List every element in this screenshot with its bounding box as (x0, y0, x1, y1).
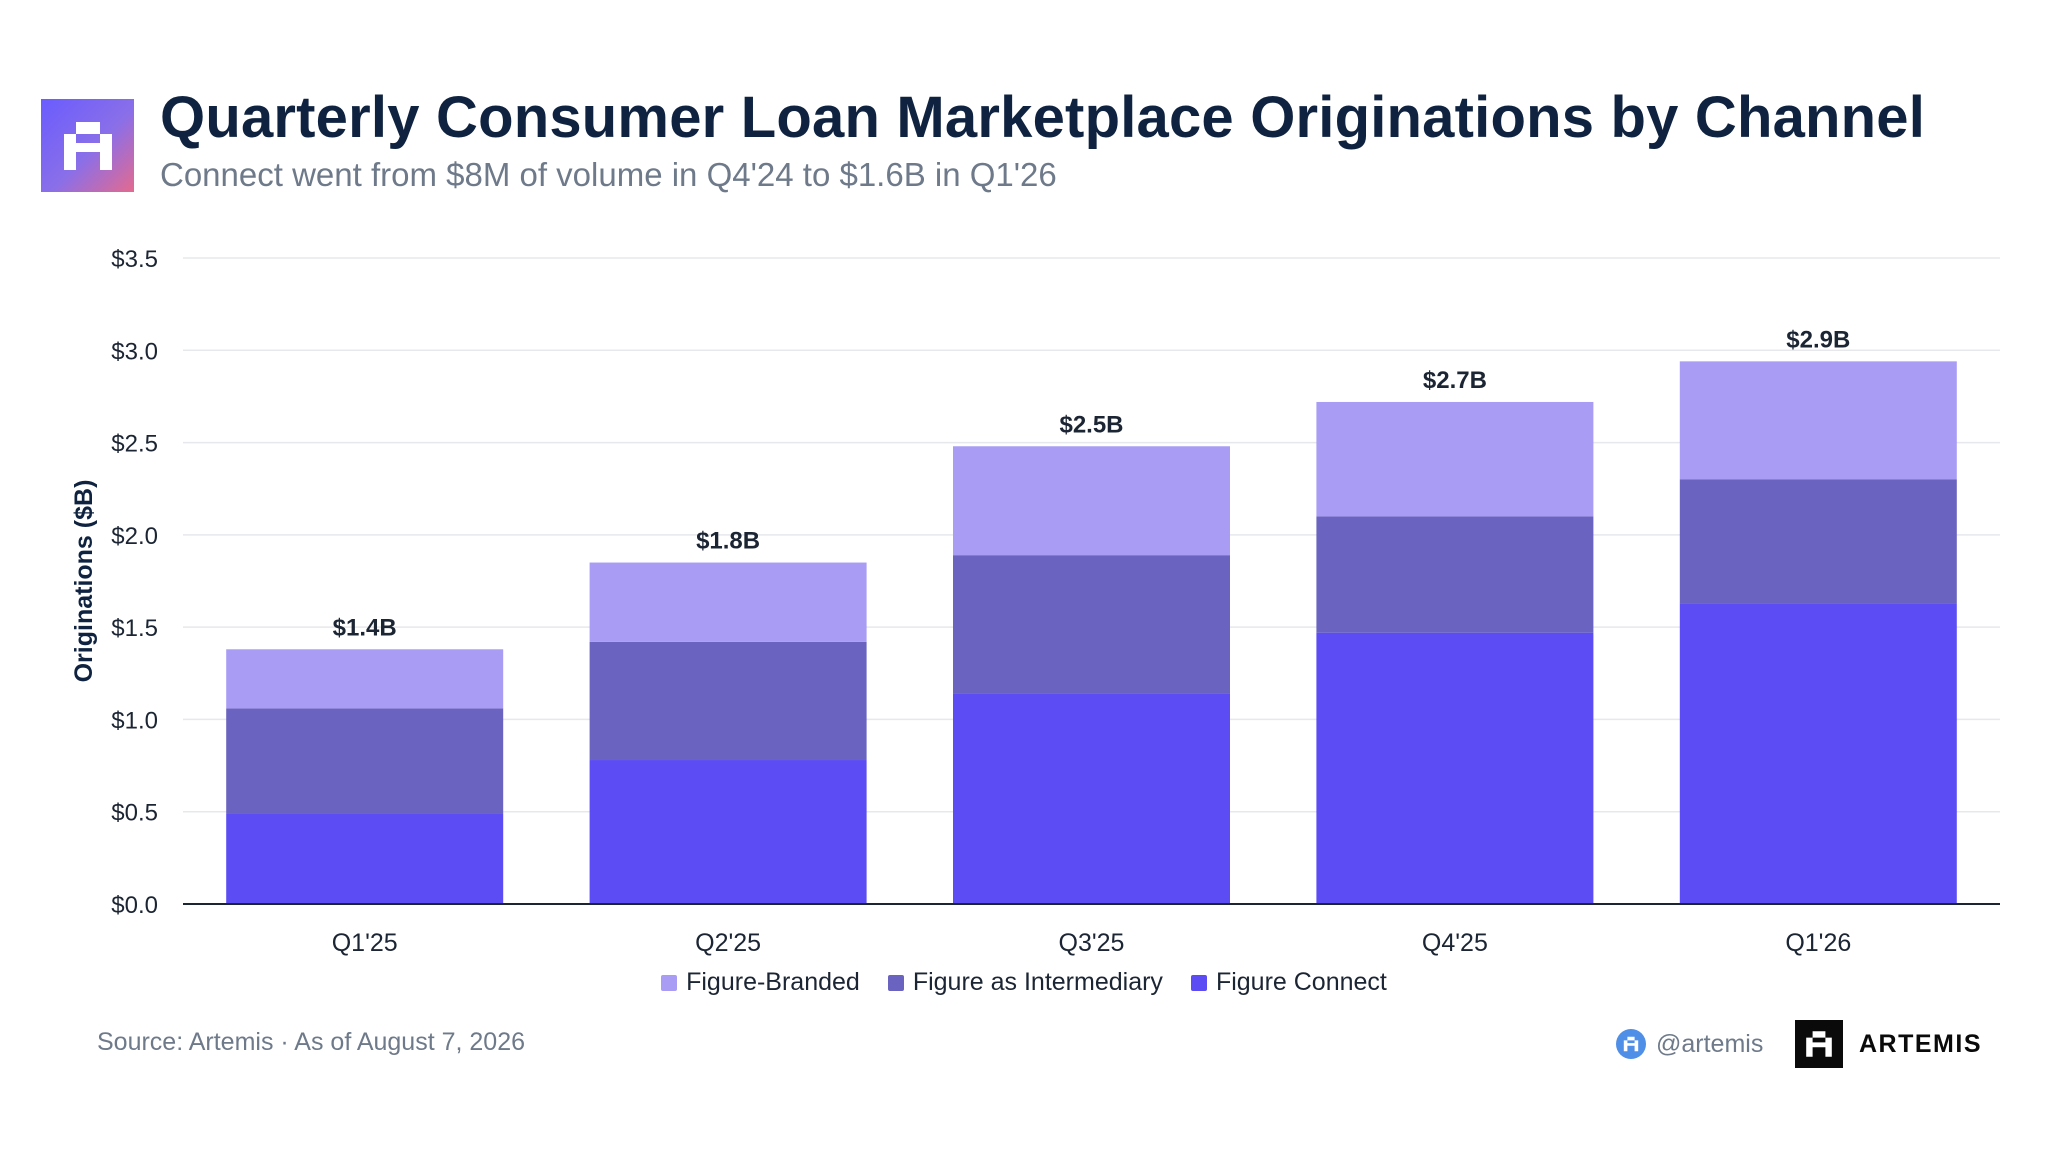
legend: Figure-Branded Figure as Intermediary Figu… (0, 968, 2048, 997)
bar-segment (1316, 632, 1594, 904)
bar-total-label: $2.9B (1786, 326, 1850, 353)
bar-segment (226, 649, 504, 709)
bar-total-label: $2.5B (1059, 411, 1123, 438)
bar-segment (1316, 516, 1594, 633)
chart-title: Quarterly Consumer Loan Marketplace Orig… (160, 85, 1926, 150)
legend-item: Figure-Branded (661, 968, 860, 997)
x-tick-label: Q2'25 (695, 929, 761, 957)
x-tick-label: Q1'26 (1785, 929, 1851, 957)
bar-segment (226, 708, 504, 814)
bar-segment (1679, 603, 1957, 904)
y-tick-label: $1.5 (111, 615, 158, 642)
artemis-mark-icon (1795, 1020, 1843, 1068)
y-tick-label: $0.0 (111, 892, 158, 919)
x-tick-label: Q1'25 (332, 929, 398, 957)
legend-label: Figure as Intermediary (912, 968, 1163, 996)
source-note: Source: Artemis · As of August 7, 2026 (97, 1028, 526, 1056)
bar-total-label: $1.8B (696, 528, 760, 555)
y-tick-label: $0.5 (111, 800, 158, 827)
bar-total-label: $2.7B (1423, 367, 1487, 394)
legend-swatch (1190, 974, 1207, 991)
bar-segment (589, 641, 867, 761)
handle-text: @artemis (1656, 1029, 1764, 1058)
bar-segment (226, 813, 504, 904)
bar-segment (953, 693, 1230, 904)
artemis-circle-icon (1616, 1029, 1646, 1059)
legend-label: Figure-Branded (686, 968, 860, 996)
bar-total-label: $1.4B (333, 614, 397, 641)
y-tick-label: $2.0 (111, 523, 158, 550)
brand-logo: ARTEMIS (1795, 1020, 1982, 1068)
bar-segment (1679, 479, 1957, 604)
social-handle[interactable]: @artemis (1616, 1024, 1763, 1064)
bar-segment (1679, 361, 1957, 480)
bar-segment (589, 760, 867, 904)
x-tick-label: Q3'25 (1059, 929, 1125, 957)
y-tick-label: $3.5 (111, 246, 158, 273)
y-tick-label: $3.0 (111, 338, 158, 365)
bar-segment (589, 562, 867, 642)
y-tick-label: $1.0 (111, 707, 158, 734)
legend-item: Figure as Intermediary (887, 968, 1163, 997)
legend-label: Figure Connect (1215, 968, 1387, 996)
legend-swatch (661, 974, 678, 991)
x-tick-label: Q4'25 (1422, 929, 1488, 957)
bar-segment (953, 446, 1230, 556)
artemis-logo-icon (41, 99, 134, 192)
bar-segment (953, 555, 1230, 694)
bar-segment (1316, 401, 1594, 517)
legend-swatch (887, 974, 904, 991)
y-axis-label: Originations ($B) (70, 480, 98, 683)
legend-item: Figure Connect (1190, 968, 1387, 997)
y-tick-label: $2.5 (111, 431, 158, 458)
chart-subtitle: Connect went from $8M of volume in Q4'24… (160, 156, 1057, 193)
brand-name: ARTEMIS (1859, 1029, 1982, 1058)
